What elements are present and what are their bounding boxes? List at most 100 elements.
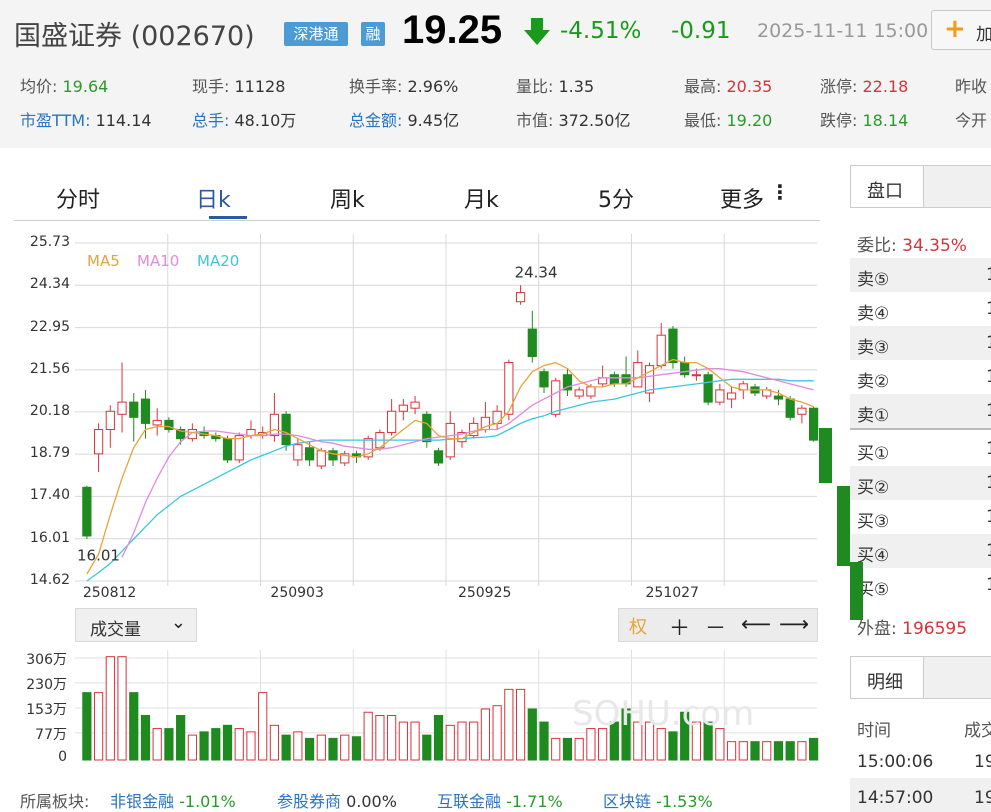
tab-more[interactable]: 更多 (720, 188, 765, 213)
margin-badge[interactable]: 融 (361, 22, 385, 46)
tab-intraday[interactable]: 分时 (56, 188, 101, 213)
market-cap-field: 市值: 372.50亿 (516, 111, 631, 130)
price-tick-label: 21.56 (29, 360, 70, 377)
sector-item[interactable]: 非银金融 -1.01% (110, 792, 236, 811)
active-tab-indicator (209, 216, 247, 219)
volume-bar (574, 737, 584, 761)
current-price: 19.25 (402, 8, 503, 52)
volume-bar (375, 715, 385, 761)
candle (809, 407, 819, 441)
candle (715, 389, 725, 403)
orderbook-row-label: 卖② (857, 372, 890, 392)
volume-bar (504, 688, 514, 761)
orderbook-row: 卖③ 1 (850, 326, 991, 360)
volume-bar (492, 705, 502, 761)
zoom-out-icon[interactable]: － (705, 616, 726, 640)
candle (644, 365, 655, 394)
candle (281, 413, 291, 446)
candle (387, 410, 397, 434)
tab-5min[interactable]: 5分 (598, 188, 634, 213)
weibi-field: 委比: 34.35% (857, 236, 967, 256)
down-arrow-icon (524, 18, 550, 45)
volume-tick-label: 77万 (35, 726, 67, 743)
date-tick-label: 251027 (645, 585, 699, 601)
orderbook-row-value: 1 (986, 507, 991, 527)
volume-bar (703, 721, 713, 761)
tab-orderbook[interactable]: 盘口 (850, 165, 924, 208)
indicator-select-label: 成交量 (90, 620, 141, 640)
add-watchlist-button[interactable]: + 加 (931, 10, 991, 50)
ma20-line (86, 378, 814, 582)
price-tick-label: 24.34 (29, 276, 70, 293)
candle (398, 404, 408, 412)
pe-field: 市盈TTM: 114.14 (20, 111, 152, 130)
stock-title: 国盛证券 (002670) (14, 21, 255, 52)
orderbook-row: 买④ 1 (850, 534, 991, 568)
volume-tick-label: 0 (58, 749, 67, 765)
sector-item[interactable]: 互联金融 -1.71% (437, 792, 563, 811)
arrow-right-icon[interactable]: ⟶ (779, 612, 810, 636)
candle (680, 362, 690, 376)
detail-col-time: 时间 (857, 721, 891, 741)
arrow-left-icon[interactable]: ⟵ (741, 612, 772, 636)
candle (363, 438, 373, 458)
candle (293, 444, 303, 461)
candle (703, 374, 713, 403)
orderbook-row-label: 买① (857, 444, 890, 464)
orderbook-row-value: 1 (986, 439, 991, 459)
chart-toolbar: 权 ＋ － ⟵ ⟶ (618, 608, 818, 642)
zoom-in-icon[interactable]: ＋ (669, 616, 690, 640)
tab-weekly[interactable]: 周k (330, 188, 365, 213)
tab-detail[interactable]: 明细 (850, 656, 924, 699)
ma5-line (86, 358, 814, 575)
tab-orderbook-label: 盘口 (867, 181, 903, 202)
volume-bar (656, 728, 666, 761)
indicator-select[interactable]: 成交量 ⌄ (75, 608, 197, 642)
kebab-icon[interactable]: ⋮ (770, 180, 790, 204)
volume-bar (433, 715, 444, 761)
candle (117, 401, 127, 415)
candle (316, 450, 326, 467)
volume-bar (621, 708, 631, 761)
candle (837, 486, 850, 566)
volume-bar (117, 656, 127, 761)
orderbook-row-label: 卖③ (857, 338, 890, 358)
volume-bar (281, 734, 291, 761)
volume-bar (469, 721, 479, 761)
high-field: 最高: 20.35 (684, 77, 773, 96)
candle (82, 486, 92, 537)
volume-bar (515, 688, 526, 761)
volume-bar (82, 692, 92, 761)
volume-bar (773, 741, 784, 761)
tab-monthly[interactable]: 月k (464, 188, 499, 213)
volume-bar (293, 731, 303, 761)
candle (164, 419, 174, 430)
sector-item[interactable]: 参股券商 0.00% (277, 792, 397, 811)
volume-bar (398, 721, 408, 761)
volume-tick-label: 153万 (26, 702, 67, 718)
orderbook-tab-bar (922, 165, 991, 208)
rights-adjust-button[interactable]: 权 (629, 617, 647, 638)
sector-item[interactable]: 区块链 -1.53% (603, 792, 713, 811)
volume-bar (809, 737, 819, 761)
period-tabs: 分时 日k 周k 月k 5分 更多 ⋮ (14, 172, 820, 221)
volume-bar (738, 741, 748, 761)
volume-bar (797, 741, 807, 761)
candle (234, 435, 244, 461)
candle (586, 386, 596, 397)
shszhk-badge[interactable]: 深港通 (284, 22, 348, 46)
candle (785, 398, 795, 418)
volume-bar (680, 711, 690, 761)
detail-row-bg (850, 778, 991, 812)
volume-bar (715, 728, 725, 761)
volume-chart[interactable] (75, 650, 819, 762)
price-tick-label: 16.01 (29, 529, 70, 546)
volume-bar (586, 728, 596, 761)
kline-chart[interactable]: MA5 MA10 MA20 24.34 16.01 (75, 234, 819, 588)
candle (304, 447, 315, 461)
tab-daily[interactable]: 日k (196, 188, 231, 213)
volume-bar (199, 731, 209, 761)
orderbook-row-label: 买④ (857, 546, 890, 566)
orderbook-row-value: 1 (986, 265, 991, 285)
orderbook-row-label: 卖④ (857, 304, 890, 324)
